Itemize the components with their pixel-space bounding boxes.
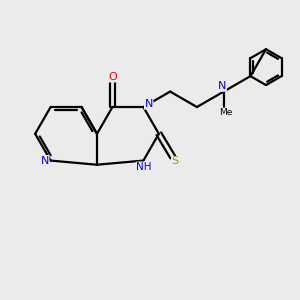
Text: N: N — [218, 81, 226, 91]
Text: NH: NH — [136, 162, 152, 172]
Text: O: O — [108, 72, 117, 82]
Text: N: N — [145, 99, 153, 109]
Text: N: N — [40, 156, 49, 166]
Text: Me: Me — [219, 108, 232, 117]
Text: S: S — [172, 156, 179, 167]
